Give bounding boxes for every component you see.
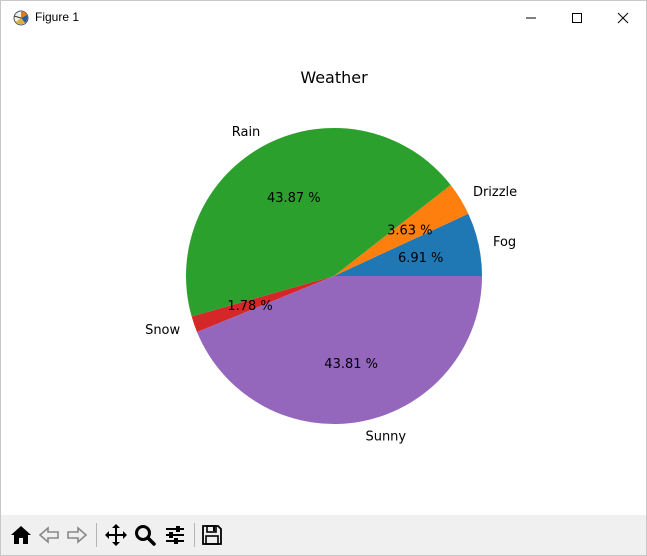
slice-label-drizzle: Drizzle	[473, 185, 517, 200]
slice-percent-snow: 1.78 %	[227, 299, 272, 314]
pie-slice-rain	[185, 127, 451, 317]
slice-label-rain: Rain	[232, 125, 261, 140]
pan-button[interactable]	[102, 521, 130, 549]
pan-move-icon	[105, 524, 127, 546]
slice-percent-sunny: 43.81 %	[324, 357, 378, 372]
pie-chart: Weather Fog 6.91 % Drizzle 3.63 % Rain 43.87 …	[145, 68, 517, 445]
chart-title: Weather	[300, 68, 368, 87]
configure-subplots-button[interactable]	[161, 521, 189, 549]
pie-slice-snow	[191, 276, 334, 333]
maximize-button[interactable]	[554, 1, 600, 35]
maximize-icon	[572, 13, 582, 23]
slice-label-sunny: Sunny	[365, 430, 406, 445]
window-title: Figure 1	[35, 10, 80, 24]
navigation-toolbar	[1, 515, 646, 555]
toolbar-separator	[194, 523, 195, 547]
save-disk-icon	[202, 525, 222, 545]
home-button[interactable]	[7, 521, 35, 549]
slice-percent-rain: 43.87 %	[267, 191, 321, 206]
configure-subplots-icon	[166, 526, 184, 544]
minimize-icon	[526, 17, 536, 19]
slice-label-snow: Snow	[145, 323, 180, 338]
title-bar[interactable]: Figure 1	[1, 1, 646, 35]
pie-slice-drizzle	[334, 184, 469, 276]
slice-percent-drizzle: 3.63 %	[387, 224, 432, 239]
figure-canvas[interactable]: Weather Fog 6.91 % Drizzle 3.63 % Rain 43.87 …	[1, 35, 646, 515]
save-button[interactable]	[198, 521, 226, 549]
forward-arrow-icon	[67, 526, 88, 544]
zoom-magnifier-icon	[135, 525, 156, 546]
matplotlib-icon	[12, 9, 30, 27]
slice-label-fog: Fog	[493, 235, 516, 250]
back-arrow-icon	[38, 526, 59, 544]
slice-percent-fog: 6.91 %	[398, 251, 443, 266]
close-button[interactable]	[600, 1, 646, 35]
forward-button[interactable]	[63, 521, 91, 549]
pie-slice-sunny	[197, 276, 482, 424]
home-icon	[11, 526, 31, 544]
close-icon	[617, 12, 629, 24]
minimize-button[interactable]	[508, 1, 554, 35]
toolbar-separator	[96, 523, 97, 547]
zoom-button[interactable]	[131, 521, 159, 549]
back-button[interactable]	[35, 521, 63, 549]
pie-slice-fog	[334, 213, 482, 276]
